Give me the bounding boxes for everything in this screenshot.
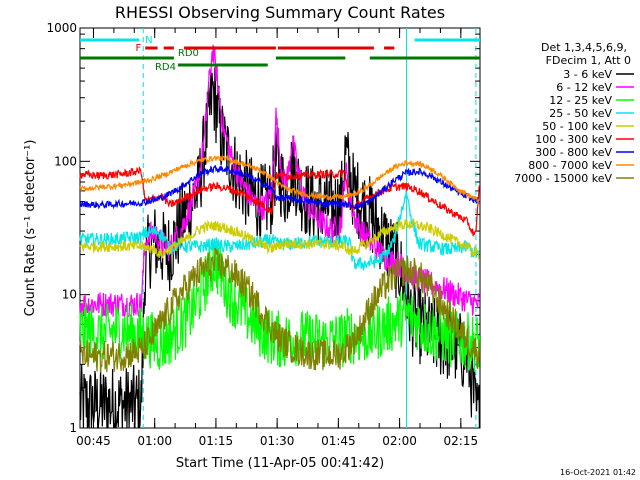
x-axis-label: Start Time (11-Apr-05 00:41:42) [176, 456, 384, 471]
series-layer [79, 44, 480, 429]
x-tick-label: 00:45 [76, 434, 111, 448]
flag-label: F [136, 43, 142, 54]
legend-entry-label: 50 - 100 keV [542, 120, 612, 133]
y-axis-label: Count Rate (s⁻¹ detector⁻¹) [23, 140, 38, 317]
x-tick-label: 01:00 [137, 434, 172, 448]
y-tick-label: 1000 [46, 21, 77, 35]
flag-label: RD4 [155, 62, 176, 73]
series-line [79, 164, 480, 210]
legend-header-detectors: Det 1,3,4,5,6,9, [541, 41, 627, 54]
y-tick-label: 100 [54, 154, 77, 168]
legend-entry-label: 25 - 50 keV [549, 107, 612, 120]
flag-label: N [145, 35, 152, 46]
legend-header-fdecim: FDecim 1, Att 0 [546, 54, 631, 67]
flag-label: RD0 [178, 48, 199, 59]
series-line [79, 247, 480, 373]
x-tick-label: 02:15 [444, 434, 479, 448]
x-axis-ticks: 00:45 01:00 01:15 01:30 01:45 02:00 02:15 [76, 28, 478, 448]
legend-entry-label: 6 - 12 keV [556, 81, 612, 94]
plot-frame [79, 27, 481, 429]
series-line [79, 218, 480, 261]
y-tick-label: 1 [69, 421, 77, 435]
legend-entry-label: 800 - 7000 keV [528, 159, 612, 172]
y-tick-label: 10 [62, 288, 77, 302]
plot-area [79, 27, 481, 429]
chart-title: RHESSI Observing Summary Count Rates [115, 3, 445, 22]
x-tick-label: 01:30 [260, 434, 295, 448]
legend-entry-label: 100 - 300 keV [535, 133, 612, 146]
series-line [79, 243, 480, 372]
legend-entry-label: 12 - 25 keV [549, 94, 612, 107]
legend: Det 1,3,4,5,6,9, FDecim 1, Att 0 3 - 6 k… [514, 41, 634, 185]
x-tick-label: 01:45 [321, 434, 356, 448]
legend-entry-label: 3 - 6 keV [563, 68, 612, 81]
timestamp: 16-Oct-2021 01:42 [560, 468, 636, 477]
x-tick-label: 02:00 [382, 434, 417, 448]
series-line [79, 154, 480, 204]
legend-entry-label: 7000 - 15000 keV [514, 172, 612, 185]
legend-entry-label: 300 - 800 keV [535, 146, 612, 159]
x-tick-label: 01:15 [199, 434, 234, 448]
